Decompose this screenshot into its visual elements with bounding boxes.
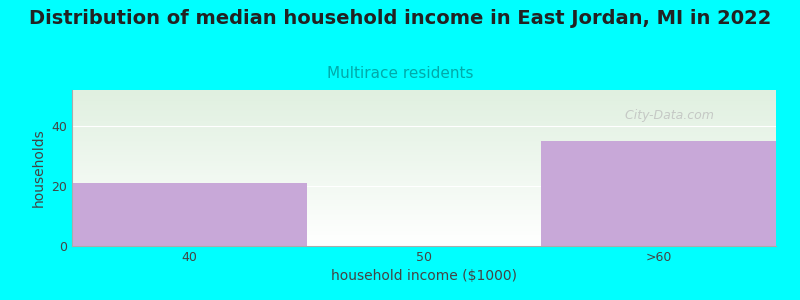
X-axis label: household income ($1000): household income ($1000) <box>331 269 517 284</box>
Y-axis label: households: households <box>32 129 46 207</box>
Bar <box>72 183 306 246</box>
Text: City-Data.com: City-Data.com <box>621 109 714 122</box>
Bar <box>542 141 776 246</box>
Text: Distribution of median household income in East Jordan, MI in 2022: Distribution of median household income … <box>29 9 771 28</box>
Text: Multirace residents: Multirace residents <box>326 66 474 81</box>
